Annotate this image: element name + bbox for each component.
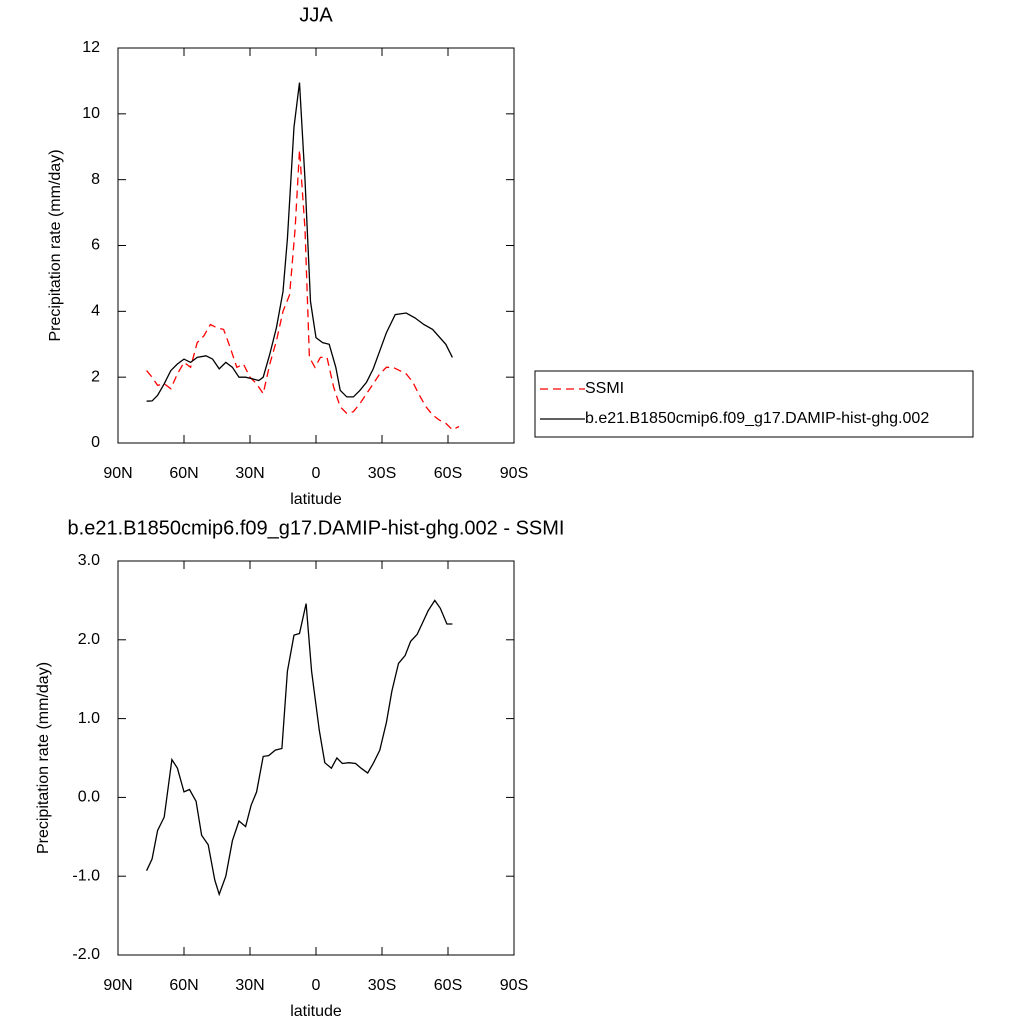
x-tick-label: 90S [500,465,528,482]
y-tick-label: -2.0 [72,946,100,963]
plot-frame [117,47,515,444]
x-tick-label: 30S [368,977,396,994]
x-axis-label: latitude [290,1003,342,1020]
plot-frame [117,560,515,956]
x-tick-label: 0 [312,977,321,994]
x-tick-label: 60S [434,465,462,482]
y-axis-label: Precipitation rate (mm/day) [47,149,64,341]
y-tick-label: 2 [91,368,100,385]
x-tick-label: 30N [235,977,264,994]
legend-label: b.e21.B1850cmip6.f09_g17.DAMIP-hist-ghg.… [585,410,929,427]
data-line [146,82,453,402]
y-tick-label: 1.0 [78,710,100,727]
x-tick-label: 30S [368,465,396,482]
y-tick-label: 3.0 [78,552,100,569]
x-axis-label: latitude [290,491,342,508]
x-tick-label: 60S [434,977,462,994]
data-line [146,149,460,431]
y-tick-label: 6 [91,237,100,254]
x-tick-label: 90N [103,977,132,994]
data-line [146,599,453,897]
y-tick-label: 12 [82,39,100,56]
y-tick-label: 2.0 [78,631,100,648]
x-tick-label: 0 [312,465,321,482]
legend-label: SSMI [585,380,624,397]
y-tick-label: 8 [91,171,100,188]
x-tick-label: 90N [103,465,132,482]
chart-title: JJA [299,4,333,26]
y-tick-label: -1.0 [72,867,100,884]
x-tick-label: 30N [235,465,264,482]
y-tick-label: 0.0 [78,789,100,806]
y-axis-label: Precipitation rate (mm/day) [35,662,52,854]
y-tick-label: 4 [91,303,100,320]
chart-title: b.e21.B1850cmip6.f09_g17.DAMIP-hist-ghg.… [68,517,565,539]
x-tick-label: 90S [500,977,528,994]
y-tick-label: 0 [91,434,100,451]
x-tick-label: 60N [169,977,198,994]
x-tick-label: 60N [169,465,198,482]
y-tick-label: 10 [82,105,100,122]
legend-box [534,370,974,438]
